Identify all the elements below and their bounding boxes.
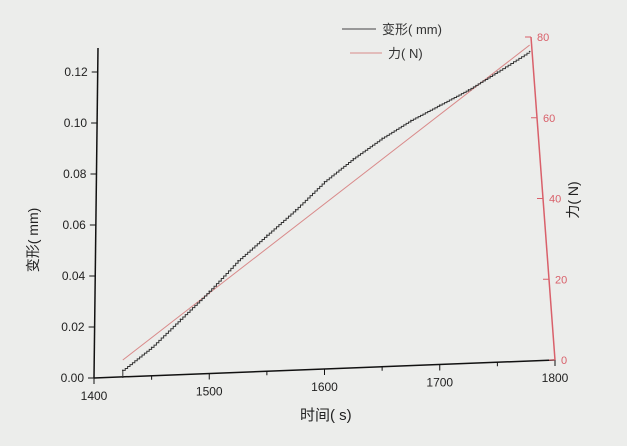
deformation-point bbox=[266, 234, 268, 236]
deformation-point bbox=[323, 180, 326, 183]
legend-label-force: 力( N) bbox=[388, 46, 423, 61]
y-tick-label: 0.00 bbox=[61, 371, 85, 385]
deformation-point bbox=[352, 157, 355, 160]
y-tick-label: 0.02 bbox=[61, 320, 85, 334]
y2-tick-label: 20 bbox=[555, 274, 567, 286]
series-force-line bbox=[122, 44, 530, 361]
y2-tick-label: 0 bbox=[561, 355, 567, 367]
deformation-point bbox=[496, 71, 499, 73]
x-tick-label: 1500 bbox=[196, 385, 223, 399]
legend-label-deformation: 变形( mm) bbox=[382, 22, 442, 37]
x-tick-label: 1800 bbox=[542, 371, 569, 385]
deformation-point bbox=[438, 104, 441, 106]
deformation-point bbox=[528, 50, 531, 53]
y-tick-label: 0.08 bbox=[63, 167, 87, 181]
y2-tick-label: 80 bbox=[537, 32, 549, 44]
legend: 变形( mm) 力( N) bbox=[342, 22, 442, 61]
deformation-point bbox=[467, 89, 470, 91]
deformation-point bbox=[208, 290, 211, 293]
x-tick-label: 1600 bbox=[311, 380, 338, 394]
y-tick-label: 0.04 bbox=[62, 269, 86, 283]
y-tick-label: 0.10 bbox=[64, 116, 88, 130]
x-tick-label: 1700 bbox=[426, 376, 453, 390]
deformation-point bbox=[294, 208, 297, 211]
y-axis bbox=[93, 47, 99, 379]
deformation-point bbox=[381, 137, 383, 140]
deformation-point bbox=[410, 119, 412, 122]
y-tick-label: 0.06 bbox=[62, 218, 86, 232]
deformation-point bbox=[122, 369, 124, 372]
y2-tick-label: 40 bbox=[549, 194, 561, 206]
y2-axis-label: 力( N) bbox=[565, 181, 581, 218]
x-tick-label: 1400 bbox=[81, 389, 108, 403]
deformation-point bbox=[237, 259, 239, 262]
y-axis-label: 变形( mm) bbox=[25, 208, 41, 273]
y-tick-label: 0.12 bbox=[64, 65, 88, 79]
deformation-point bbox=[150, 346, 153, 349]
series-deformation-line bbox=[122, 52, 530, 378]
deformation-point bbox=[179, 318, 182, 321]
x-axis-label: 时间( s) bbox=[300, 407, 352, 424]
y2-tick-label: 60 bbox=[543, 113, 555, 125]
